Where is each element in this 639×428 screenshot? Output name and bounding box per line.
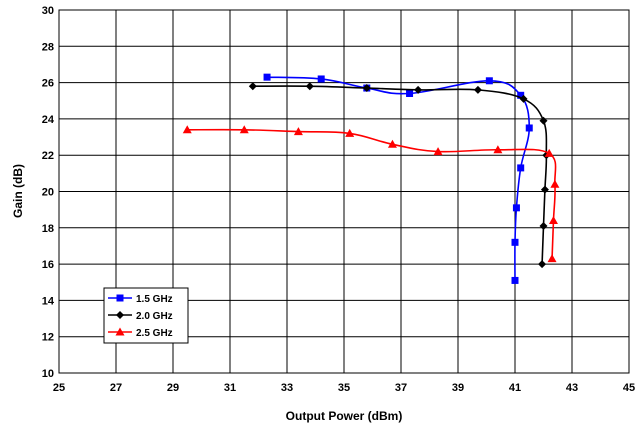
x-tick-label: 25 [53,382,65,394]
x-tick-label: 33 [281,382,293,394]
data-point [540,185,549,194]
data-point [538,260,547,269]
x-tick-label: 43 [566,382,578,394]
x-tick-label: 27 [110,382,122,394]
y-tick-label: 12 [42,332,54,344]
x-tick-label: 35 [338,382,350,394]
data-point [345,128,355,137]
legend-label: 2.0 GHz [136,311,173,322]
series-3 [182,125,560,263]
data-point [248,82,257,91]
y-tick-labels: 10 12 14 16 18 20 22 24 26 28 30 [42,5,55,380]
x-tick-label: 31 [224,382,236,394]
x-tick-labels: 25 27 29 31 33 35 37 39 41 43 45 [53,382,635,394]
data-point [511,238,519,246]
data-point [525,124,533,132]
data-point [414,85,423,94]
x-tick-label: 41 [509,382,521,394]
data-point [485,77,493,85]
data-point [539,116,548,125]
data-point [517,164,525,172]
data-point [116,311,124,319]
data-point [547,254,557,263]
y-tick-label: 26 [42,78,54,90]
y-tick-label: 20 [42,187,54,199]
y-tick-label: 30 [42,5,54,17]
data-point [182,125,192,134]
data-point [239,125,249,134]
y-tick-label: 28 [42,41,54,53]
series-group [182,73,560,284]
data-point [511,276,519,284]
y-tick-label: 14 [42,295,55,307]
data-point [116,294,124,302]
x-tick-label: 39 [452,382,464,394]
data-point [305,82,314,91]
y-tick-label: 16 [42,259,54,271]
legend: 1.5 GHz 2.0 GHz 2.5 GHz [103,287,189,344]
legend-label: 2.5 GHz [136,328,173,339]
data-point [493,145,503,154]
series-2 [248,82,551,269]
x-tick-label: 37 [395,382,407,394]
y-tick-label: 18 [42,223,54,235]
data-point [115,327,125,336]
data-point [548,216,558,225]
data-point [473,85,482,94]
data-point [433,147,443,156]
y-axis-title: Gain (dB) [11,164,25,218]
y-tick-label: 24 [42,114,55,126]
y-tick-label: 10 [42,368,54,380]
legend-label: 1.5 GHz [136,294,173,305]
data-point [263,73,271,81]
data-point [293,127,303,136]
y-tick-label: 22 [42,150,54,162]
data-point [550,179,560,188]
legend-item: 1.5 GHz [108,294,173,305]
data-point [362,84,371,93]
x-tick-label: 29 [167,382,179,394]
data-point [406,89,414,97]
legend-items: 1.5 GHz 2.0 GHz 2.5 GHz [108,294,173,339]
x-tick-label: 45 [623,382,635,394]
data-point [539,221,548,230]
data-point [512,204,520,212]
x-axis-title: Output Power (dBm) [286,409,403,423]
data-point [387,139,397,148]
data-point [517,91,525,99]
data-point [544,148,554,157]
data-point [519,94,528,103]
series-1 [263,73,533,284]
legend-item: 2.0 GHz [108,311,173,322]
legend-item: 2.5 GHz [108,327,173,339]
data-point [317,75,325,83]
